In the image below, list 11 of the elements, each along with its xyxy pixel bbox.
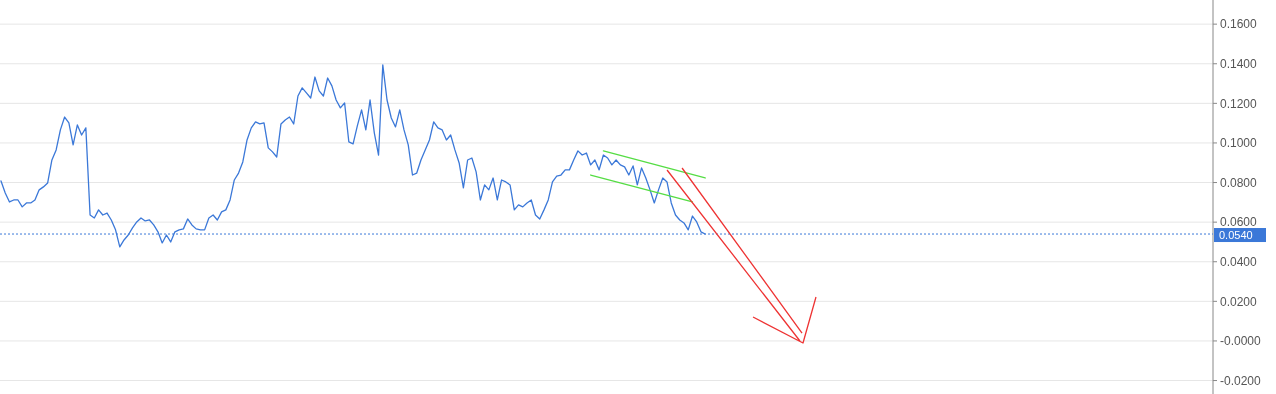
y-tick-label: -0.0200 [1220,373,1262,388]
y-tick-label: 0.0800 [1220,175,1258,190]
y-tick-label: 0.0600 [1220,215,1258,230]
y-tick-label: 0.1400 [1220,56,1258,71]
y-tick-label: 0.0400 [1220,254,1258,269]
y-tick-label: -0.0000 [1220,334,1262,349]
y-tick-label: 0.1600 [1220,17,1258,32]
y-tick-label: 0.1000 [1220,136,1258,151]
y-tick-label: 0.1200 [1220,96,1258,111]
ref-line-label: 0.0540 [1219,228,1253,241]
y-tick-label: 0.0200 [1220,294,1258,309]
